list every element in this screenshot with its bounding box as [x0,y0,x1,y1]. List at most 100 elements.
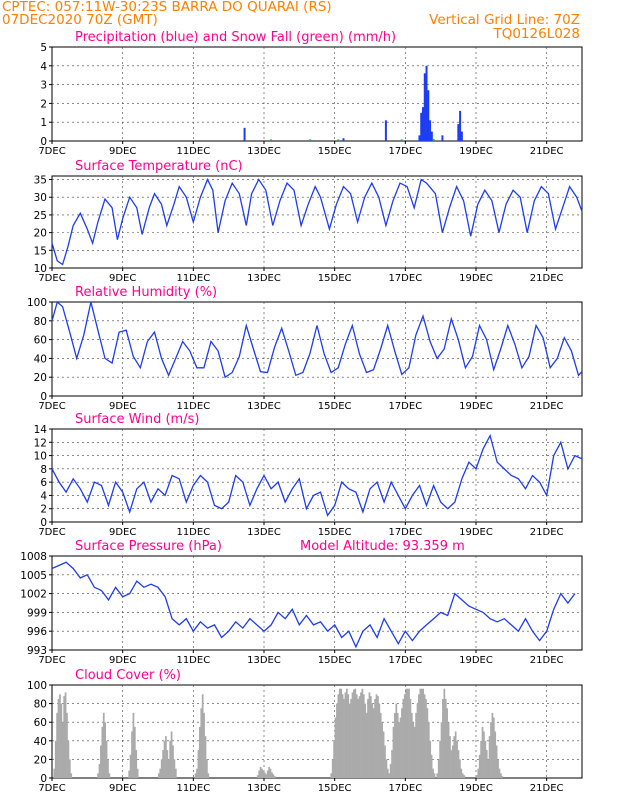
x-tick-label: 7DEC [38,146,65,157]
cloud-bar [256,775,259,778]
y-tick-label: 12 [34,437,47,449]
cloud-bar [350,698,352,778]
cloud-bar [412,722,415,778]
cloud-bar [378,703,381,778]
y-tick-label: 14 [34,424,48,436]
cloud-bar [269,768,272,778]
x-tick-label: 17DEC [388,146,422,157]
x-tick-label: 13DEC [247,401,281,412]
precip-bar [460,131,463,141]
cloud-bar [461,773,464,778]
cloud-bar [399,717,402,778]
cloud-bar [392,726,395,778]
series-line [51,300,583,379]
cloud-bar [386,768,389,778]
precip-bar [423,73,426,141]
cloud-bar [100,745,102,778]
cloud-bar [427,722,430,778]
cloud-bar [364,703,367,778]
y-tick-label: 0 [40,517,47,529]
cloud-bar [173,759,176,778]
panel-title: Relative Humidity (%) [75,285,217,300]
cloud-bar [487,759,490,778]
y-tick-label: 60 [34,335,47,347]
cloud-bar [338,688,341,778]
cloud-bar [135,750,138,778]
cloud-bar [413,726,416,778]
y-tick-label: 5 [40,42,47,54]
cloud-bar [131,731,133,778]
plot-frame [51,301,583,397]
cloud-bar [203,712,205,778]
y-tick-label: 993 [27,645,47,657]
cloud-bar [207,773,210,778]
snow-bar [337,139,340,141]
y-tick-label: 100 [27,680,47,692]
cloud-bar [358,696,361,778]
y-tick-label: 30 [34,192,47,204]
cloud-bar [331,759,334,778]
cloud-bar [391,750,393,778]
cloud-bar [201,694,204,778]
panel-3: 0 20 40 60 80 100 7DEC 9DEC 11DEC 13DEC 15DEC 17DEC… [27,285,583,412]
x-tick-label: 15DEC [318,527,352,538]
cloud-bar [370,696,372,778]
cloud-bar [367,698,369,778]
cloud-bar [401,708,403,778]
cloud-bar [405,688,408,778]
precip-bar [342,138,345,141]
cloud-bar [53,768,56,778]
cloud-bar [61,722,64,778]
cloud-bar [389,764,392,778]
cloud-bar [398,722,400,778]
cloud-bar [167,759,170,778]
x-tick-label: 11DEC [176,401,210,412]
date-header: 07DEC2020 70Z (GMT) [2,12,158,28]
y-tick-label: 10 [34,263,47,275]
cloud-bar [385,759,388,778]
precip-bar [457,124,460,141]
cloud-bar [340,688,343,778]
panel-5: 993 996 999 1002 1005 1008 7DEC 9DEC 11DEC 13DEC 1… [20,539,583,666]
cloud-bar [60,703,63,778]
cloud-bar [200,708,203,778]
x-tick-label: 9DEC [109,401,136,412]
cloud-bar [408,688,410,778]
x-tick-label: 13DEC [247,273,281,284]
precip-bar [384,120,387,141]
x-tick-label: 19DEC [459,273,493,284]
y-tick-label: 80 [34,699,47,711]
y-tick-label: 0 [40,773,47,785]
cloud-bar [377,696,379,778]
cloud-bar [425,698,427,778]
x-tick-label: 11DEC [176,655,210,666]
cloud-bar [166,750,169,778]
x-tick-label: 15DEC [318,146,352,157]
cloud-bar [343,698,345,778]
cloud-bar [272,774,275,778]
cloud-bar [333,740,335,778]
cloud-bar [410,712,413,778]
cloud-bar [63,696,66,778]
plot-frame [51,555,583,651]
cloud-bar [266,770,269,778]
x-tick-label: 13DEC [247,146,281,157]
cloud-bar [483,731,485,778]
cloud-bar [163,740,166,778]
cloud-bar [382,731,385,778]
cloud-bar [197,750,200,778]
y-tick-label: 35 [34,175,47,187]
cloud-bar [98,764,101,778]
cloud-bar [129,754,132,778]
y-tick-label: 60 [34,717,47,729]
cloud-bar [54,740,57,778]
series-line [51,177,583,266]
cloud-bar [491,712,494,778]
x-tick-label: 7DEC [38,273,65,284]
y-tick-label: 20 [34,228,47,240]
cloud-bar [165,736,167,778]
y-tick-label: 1008 [20,551,47,563]
precip-bar [441,135,444,141]
cloud-bar [362,694,365,778]
